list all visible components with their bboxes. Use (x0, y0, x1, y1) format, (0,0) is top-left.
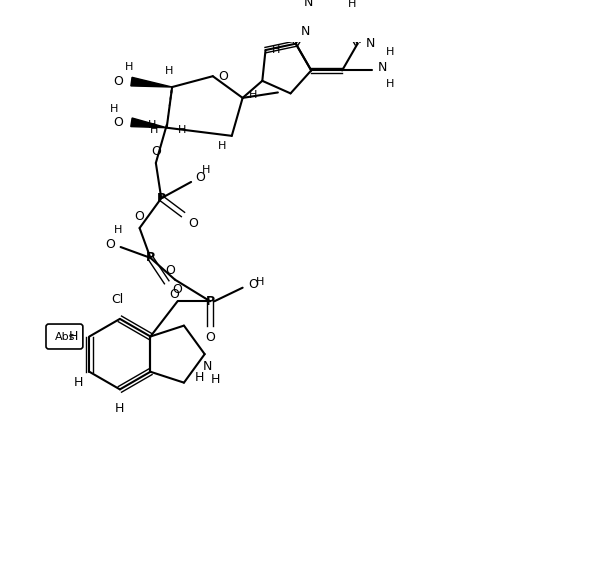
Text: O: O (134, 210, 144, 223)
Text: O: O (195, 171, 205, 184)
Polygon shape (131, 77, 172, 87)
Text: O: O (218, 70, 228, 83)
Text: H: H (150, 125, 158, 135)
Text: O: O (166, 264, 176, 277)
Text: N: N (203, 360, 212, 373)
Polygon shape (131, 118, 166, 128)
Text: H: H (125, 62, 133, 72)
Text: O: O (248, 278, 258, 291)
FancyBboxPatch shape (46, 324, 83, 349)
Text: H: H (386, 79, 394, 88)
Text: O: O (114, 116, 123, 129)
Text: H: H (195, 371, 204, 384)
Text: H: H (114, 225, 122, 235)
Text: H: H (165, 66, 174, 76)
Text: H: H (202, 165, 211, 175)
Text: H: H (386, 47, 394, 57)
Text: O: O (114, 75, 123, 88)
Text: O: O (173, 283, 182, 296)
Text: O: O (188, 217, 198, 230)
Text: H: H (211, 373, 220, 386)
Text: H: H (109, 104, 118, 114)
Text: N: N (366, 37, 375, 50)
Text: H: H (272, 45, 281, 55)
Text: N: N (304, 0, 313, 9)
Text: H: H (218, 141, 227, 151)
Text: H: H (74, 376, 84, 389)
Text: P: P (206, 295, 215, 308)
Text: O: O (205, 331, 215, 344)
Text: N: N (378, 61, 387, 74)
Text: O: O (106, 238, 115, 251)
Text: Cl: Cl (111, 294, 123, 306)
Text: H: H (147, 120, 156, 130)
Text: H: H (177, 125, 186, 135)
Text: Abs: Abs (55, 332, 75, 342)
Text: H: H (68, 330, 78, 343)
Text: H: H (249, 90, 257, 100)
Text: H: H (348, 0, 356, 9)
Text: H: H (115, 402, 125, 415)
Text: O: O (169, 288, 179, 301)
Text: O: O (151, 145, 161, 158)
Text: N: N (301, 25, 311, 38)
Text: H: H (256, 277, 265, 287)
Text: P: P (146, 251, 155, 264)
Text: P: P (157, 192, 166, 205)
